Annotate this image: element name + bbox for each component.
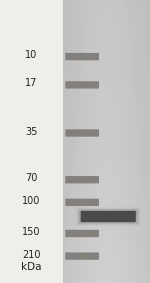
Text: 150: 150 <box>22 227 41 237</box>
FancyBboxPatch shape <box>65 176 99 183</box>
FancyBboxPatch shape <box>65 81 99 89</box>
Text: 17: 17 <box>25 78 38 89</box>
FancyBboxPatch shape <box>79 209 138 224</box>
FancyBboxPatch shape <box>65 53 99 60</box>
Text: 210: 210 <box>22 250 41 260</box>
Text: 10: 10 <box>25 50 38 60</box>
FancyBboxPatch shape <box>65 230 99 237</box>
FancyBboxPatch shape <box>65 129 99 137</box>
Text: kDa: kDa <box>21 262 42 273</box>
FancyBboxPatch shape <box>77 208 139 225</box>
FancyBboxPatch shape <box>65 199 99 206</box>
Text: 35: 35 <box>25 127 38 137</box>
Text: 70: 70 <box>25 173 38 183</box>
Text: 100: 100 <box>22 196 41 206</box>
Bar <box>0 0 60 283</box>
FancyBboxPatch shape <box>81 211 136 222</box>
FancyBboxPatch shape <box>65 252 99 260</box>
